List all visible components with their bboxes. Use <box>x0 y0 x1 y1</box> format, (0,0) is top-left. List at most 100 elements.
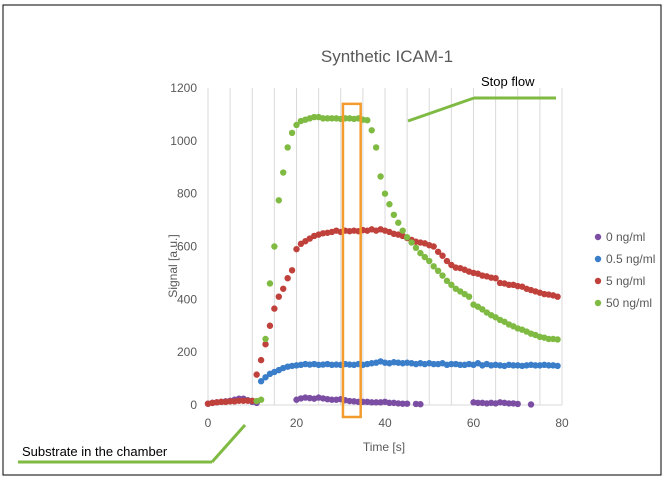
y-tick-label: 400 <box>177 292 197 306</box>
data-point <box>377 173 384 180</box>
data-point <box>311 113 318 121</box>
data-point <box>412 244 420 252</box>
data-point <box>293 121 300 129</box>
data-point <box>554 362 561 370</box>
data-point <box>439 252 446 259</box>
data-point <box>554 336 561 343</box>
data-point <box>275 197 282 204</box>
legend-label: 5 ng/ml <box>606 274 645 288</box>
stop-flow-label: Stop flow <box>481 74 535 89</box>
data-point <box>492 275 499 282</box>
data-point <box>257 378 265 385</box>
data-point <box>284 144 291 151</box>
data-point <box>257 356 265 364</box>
data-point <box>386 201 393 208</box>
data-point <box>324 115 331 122</box>
x-tick-label: 40 <box>378 416 392 430</box>
data-point <box>505 400 513 407</box>
data-point <box>372 144 380 151</box>
y-tick-label: 1200 <box>170 81 197 95</box>
data-point <box>262 335 269 343</box>
legend-marker <box>594 255 602 263</box>
x-tick-label: 20 <box>290 416 304 430</box>
legend-label: 0 ng/ml <box>606 230 645 244</box>
data-point <box>527 401 535 408</box>
data-point <box>430 263 437 270</box>
y-tick-labels: 0 200 400 600 800 1000 1200 <box>170 81 197 412</box>
data-point <box>430 360 437 368</box>
x-tick-label: 80 <box>555 416 569 430</box>
legend-label: 50 ng/ml <box>606 296 652 310</box>
data-point <box>293 245 300 253</box>
data-point <box>266 280 274 287</box>
data-point <box>240 397 247 404</box>
x-tick-labels: 0 20 40 60 80 <box>205 416 569 430</box>
substrate-label: Substrate in the chamber <box>22 444 168 459</box>
data-point <box>399 227 406 234</box>
series-2 <box>204 226 561 407</box>
data-point <box>275 293 282 300</box>
data-point <box>443 257 451 265</box>
data-point <box>479 306 486 313</box>
data-point <box>386 399 393 407</box>
x-axis-title: Time [s] <box>363 440 405 454</box>
y-tick-label: 0 <box>190 398 197 412</box>
data-point <box>235 397 243 404</box>
data-point <box>257 396 265 403</box>
data-point <box>390 211 398 218</box>
y-tick-label: 1000 <box>170 134 197 148</box>
data-point <box>514 400 521 408</box>
data-point <box>448 360 455 368</box>
stop-flow-highlight-box <box>341 102 362 419</box>
x-tick-label: 60 <box>467 416 481 430</box>
data-series <box>204 113 561 408</box>
data-point <box>408 239 415 246</box>
data-point <box>218 398 225 406</box>
data-point <box>554 293 561 300</box>
data-point <box>271 305 278 312</box>
data-point <box>505 281 513 289</box>
data-point <box>288 267 296 274</box>
data-point <box>439 272 446 279</box>
data-point <box>266 322 274 329</box>
legend-label: 0.5 ng/ml <box>606 252 655 266</box>
data-point <box>328 115 336 122</box>
series-1 <box>257 358 561 385</box>
data-point <box>532 362 539 369</box>
data-point <box>381 190 389 197</box>
data-point <box>434 267 442 275</box>
data-point <box>417 401 424 408</box>
x-tick-label: 0 <box>205 416 212 430</box>
data-point <box>395 219 402 226</box>
legend-marker <box>594 233 602 241</box>
data-point <box>403 400 411 407</box>
data-point <box>262 341 269 348</box>
y-tick-label: 800 <box>177 187 197 201</box>
data-point <box>284 275 291 282</box>
data-point <box>262 374 269 381</box>
legend-marker <box>594 299 602 307</box>
data-point <box>364 117 371 124</box>
y-tick-label: 600 <box>177 240 197 254</box>
data-point <box>545 362 552 369</box>
stop-flow-pointer <box>407 96 475 123</box>
data-point <box>510 362 517 369</box>
y-axis-title: Signal [a.u.] <box>166 234 180 297</box>
data-point <box>417 249 424 257</box>
data-point <box>430 243 437 250</box>
data-point <box>328 396 336 403</box>
data-point <box>457 361 464 369</box>
data-point <box>372 399 380 406</box>
data-point <box>474 399 482 407</box>
data-point <box>271 243 278 250</box>
series-3 <box>253 113 561 405</box>
data-point <box>545 335 552 343</box>
data-point <box>368 127 375 134</box>
legend: 0 ng/ml 0.5 ng/ml 5 ng/ml 50 ng/ml <box>594 230 655 310</box>
data-point <box>426 257 433 265</box>
data-point <box>226 398 234 405</box>
data-point <box>403 234 411 241</box>
data-point <box>244 397 252 404</box>
